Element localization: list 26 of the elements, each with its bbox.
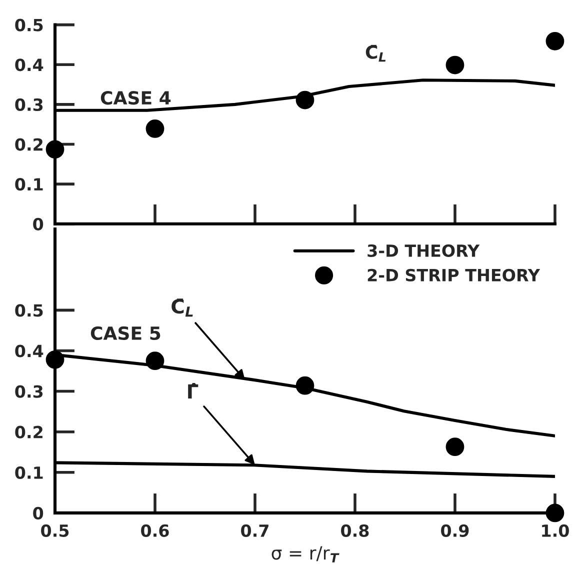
y-tick-label: 0.2 (15, 426, 42, 438)
y-tick-label: 0.4 (15, 344, 44, 358)
y-tick-label: 0.3 (15, 98, 43, 112)
annotation: CASE 4 (100, 91, 171, 105)
x-tick-label: 0.9 (441, 524, 469, 537)
y-tick-label: 0.2 (15, 138, 42, 151)
x-axis-title: σ = r/r$_{T}$ (272, 546, 340, 562)
y-tick-label: 0.3 (15, 385, 43, 398)
x-tick-label: 1.0 (542, 524, 569, 537)
y-tick-label: 0.1 (15, 178, 43, 191)
y-tick-label: 0.4 (15, 58, 44, 72)
legend-label: 3-D THEORY (368, 244, 480, 257)
x-tick-label: 0.8 (341, 524, 369, 537)
annotation: C̄$_{L}$ (172, 298, 193, 317)
annotation: CASE 5 (90, 326, 160, 340)
annotation: C̄$_{L}$ (366, 44, 386, 62)
x-tick-label: 0.7 (241, 524, 268, 537)
legend-label: 2-D STRIP THEORY (368, 268, 540, 282)
x-tick-label: 0.5 (41, 524, 69, 537)
y-tick-label: 0.5 (15, 304, 43, 317)
annotation: Γ̂ (188, 383, 198, 399)
y-tick-label: 0.5 (15, 18, 43, 32)
x-tick-label: 0.6 (141, 524, 169, 537)
y-tick-label: 0.1 (15, 466, 43, 479)
y-tick-label: 0 (33, 506, 44, 520)
y-tick-label: 0 (33, 218, 44, 230)
